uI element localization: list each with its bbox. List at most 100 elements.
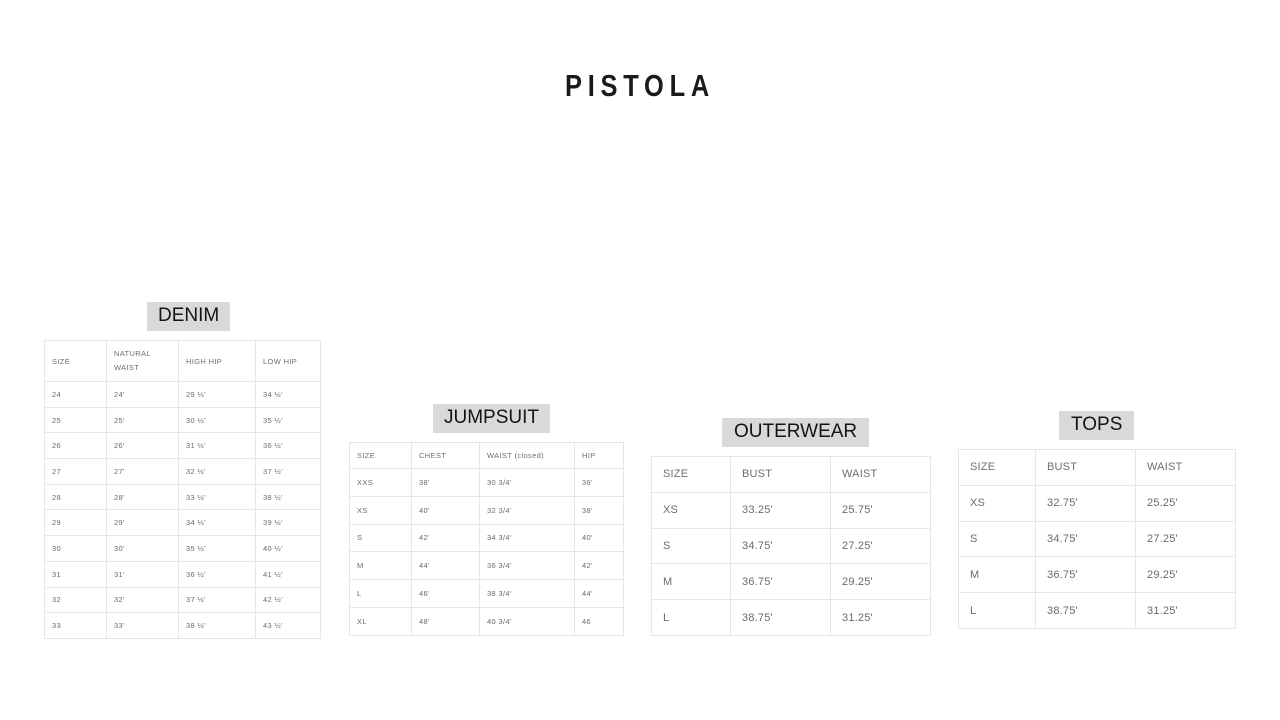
table-row: 32 32' 37 ½' 42 ½' <box>44 587 321 614</box>
table-header-jumpsuit: SIZE CHEST WAIST (closed) HIP <box>349 442 624 469</box>
table-cell: 31.25' <box>830 599 931 636</box>
column-header: CHEST <box>411 442 480 469</box>
table-row: 29 29' 34 ½' 39 ½' <box>44 509 321 537</box>
table-cell: S <box>651 528 731 565</box>
table-row: XL 48' 40 3/4' 46 <box>349 607 624 636</box>
table-cell: L <box>349 579 412 608</box>
table-cell: 36' <box>574 468 624 497</box>
table-cell: 26' <box>106 432 179 460</box>
table-cell: 40 ½' <box>255 535 321 562</box>
table-header-row: SIZE CHEST WAIST (closed) HIP <box>349 442 624 469</box>
table-cell: 36 3/4' <box>479 551 575 581</box>
table-row: S 34.75' 27.25' <box>958 521 1236 558</box>
table-cell: 42' <box>574 551 624 581</box>
table-cell: 38 ½' <box>255 484 321 511</box>
column-header: WAIST <box>1135 449 1236 486</box>
table-cell: 33' <box>106 612 179 639</box>
size-section-outerwear: OUTERWEAR SIZE BUST WAIST XS 33.25' 25.75' S 3… <box>651 418 931 636</box>
table-cell: 28 <box>44 484 107 511</box>
table-cell: 35 ½' <box>255 407 321 434</box>
table-cell: M <box>651 563 731 601</box>
table-row: XXS 38' 30 3/4' 36' <box>349 468 624 497</box>
table-body-outerwear: XS 33.25' 25.75' S 34.75' 27.25' M 36.75' 29.25'… <box>651 492 931 636</box>
column-header: SIZE <box>44 340 107 382</box>
table-cell: 36 ½' <box>178 561 256 588</box>
column-header: BUST <box>730 456 831 493</box>
table-cell: 27.25' <box>1135 521 1236 558</box>
table-cell: 24' <box>106 381 179 408</box>
table-cell: 34 3/4' <box>479 524 575 553</box>
table-cell: 40' <box>574 524 624 553</box>
table-cell: 25' <box>106 407 179 434</box>
table-cell: 38 ½' <box>178 612 256 639</box>
table-row: XS 32.75' 25.25' <box>958 485 1236 522</box>
table-row: 26 26' 31 ½' 36 ½' <box>44 432 321 460</box>
table-body-denim: 24 24' 29 ½' 34 ½' 25 25' 30 ½' 35 ½' 26 26' 31 ½'… <box>44 381 321 639</box>
table-cell: 32 3/4' <box>479 496 575 525</box>
table-cell: 34 ½' <box>178 509 256 537</box>
table-cell: S <box>349 524 412 553</box>
table-cell: XS <box>651 492 731 529</box>
table-cell: 40 3/4' <box>479 607 575 636</box>
table-header-row: SIZE NATURAL WAIST HIGH HIP LOW HIP <box>44 340 321 382</box>
table-cell: 44' <box>574 579 624 608</box>
table-cell: 34.75' <box>1035 521 1136 558</box>
table-cell: XXS <box>349 468 412 497</box>
table-cell: 26 <box>44 432 107 460</box>
table-cell: 38' <box>574 496 624 525</box>
table-cell: 24 <box>44 381 107 408</box>
table-cell: 29.25' <box>830 563 931 601</box>
table-cell: 37 ½' <box>255 458 321 485</box>
table-cell: 43 ½' <box>255 612 321 639</box>
table-cell: 33.25' <box>730 492 831 529</box>
table-header-outerwear: SIZE BUST WAIST <box>651 456 931 493</box>
table-cell: 34 ½' <box>255 381 321 408</box>
table-cell: 30' <box>106 535 179 562</box>
table-cell: 36.75' <box>1035 556 1136 594</box>
table-row: M 44' 36 3/4' 42' <box>349 551 624 581</box>
column-header: SIZE <box>349 442 412 469</box>
table-cell: 27' <box>106 458 179 485</box>
table-cell: 42 ½' <box>255 587 321 614</box>
table-cell: 33 ½' <box>178 484 256 511</box>
table-row: XS 33.25' 25.75' <box>651 492 931 529</box>
table-cell: 32.75' <box>1035 485 1136 522</box>
table-row: XS 40' 32 3/4' 38' <box>349 496 624 525</box>
table-row: 24 24' 29 ½' 34 ½' <box>44 381 321 408</box>
column-header: BUST <box>1035 449 1136 486</box>
size-table-denim: SIZE NATURAL WAIST HIGH HIP LOW HIP 24 24' 29 … <box>44 340 321 639</box>
table-header-row: SIZE BUST WAIST <box>958 449 1236 486</box>
table-cell: 41 ½' <box>255 561 321 588</box>
table-row: 28 28' 33 ½' 38 ½' <box>44 484 321 511</box>
table-row: L 46' 38 3/4' 44' <box>349 579 624 608</box>
table-cell: S <box>958 521 1036 558</box>
table-row: 31 31' 36 ½' 41 ½' <box>44 561 321 588</box>
table-cell: 40' <box>411 496 480 525</box>
column-header: SIZE <box>958 449 1036 486</box>
table-cell: 38' <box>411 468 480 497</box>
table-cell: 32 ½' <box>178 458 256 485</box>
table-body-jumpsuit: XXS 38' 30 3/4' 36' XS 40' 32 3/4' 38' S 42' 34 3/… <box>349 468 624 636</box>
table-row: 30 30' 35 ½' 40 ½' <box>44 535 321 562</box>
table-header-tops: SIZE BUST WAIST <box>958 449 1236 486</box>
table-cell: XL <box>349 607 412 636</box>
table-cell: 34.75' <box>730 528 831 565</box>
table-cell: 32' <box>106 587 179 614</box>
table-row: 25 25' 30 ½' 35 ½' <box>44 407 321 434</box>
table-cell: 39 ½' <box>255 509 321 537</box>
table-cell: 31.25' <box>1135 592 1236 629</box>
table-cell: 35 ½' <box>178 535 256 562</box>
table-cell: 31 ½' <box>178 432 256 460</box>
table-cell: XS <box>958 485 1036 522</box>
table-cell: 27 <box>44 458 107 485</box>
table-row: S 42' 34 3/4' 40' <box>349 524 624 553</box>
table-cell: 38.75' <box>1035 592 1136 629</box>
section-heading-outerwear: OUTERWEAR <box>722 418 870 447</box>
table-row: L 38.75' 31.25' <box>651 599 931 636</box>
table-cell: 36 ½' <box>255 432 321 460</box>
table-cell: 29 <box>44 509 107 537</box>
table-cell: 30 ½' <box>178 407 256 434</box>
table-cell: 46' <box>411 579 480 608</box>
table-cell: 25 <box>44 407 107 434</box>
